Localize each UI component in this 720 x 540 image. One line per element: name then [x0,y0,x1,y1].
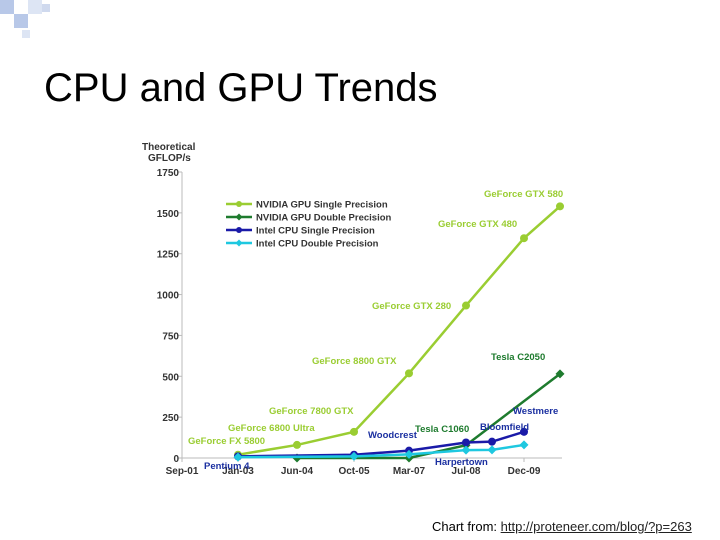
deco-square [0,0,14,14]
deco-square [42,4,50,12]
series-point [350,427,358,436]
y-axis-label: GFLOP/s [148,153,191,164]
series-point [404,449,414,459]
legend-swatch-marker [236,227,242,233]
data-annotation-label: GeForce 6800 Ultra [228,423,315,434]
data-annotation-label: GeForce GTX 280 [372,301,451,312]
series-point [556,202,564,211]
series-point [520,427,528,436]
series-point [520,234,528,243]
series-line [237,430,525,458]
data-annotation-label: GeForce GTX 580 [484,189,563,200]
x-tick-label: Sep-01 [166,466,199,477]
y-tick-label: 750 [162,331,179,342]
y-tick-label: 1250 [157,250,180,261]
series-point [519,440,529,450]
y-tick-label: 1500 [157,209,180,220]
data-annotation-label: Pentium 4 [204,461,250,472]
series-point [488,437,496,446]
data-annotation-label: Tesla C1060 [415,424,469,435]
series-point [462,301,470,310]
series-point [293,440,301,449]
source-link[interactable]: http://proteneer.com/blog/?p=263 [500,519,692,534]
source-credit: Chart from: http://proteneer.com/blog/?p… [432,519,692,534]
x-tick-label: Mar-07 [393,466,426,477]
series-point [555,369,565,379]
title-decoration-squares [0,0,50,38]
deco-square [28,0,42,14]
data-annotation-label: Tesla C2050 [491,352,545,363]
x-tick-label: Jan-03 [222,466,254,477]
x-tick-label: Jun-04 [281,466,314,477]
legend-label: Intel CPU Double Precision [256,239,379,250]
series-point [405,369,413,378]
slide-title: CPU and GPU Trends [44,66,438,110]
x-tick-label: Jul-08 [452,466,481,477]
x-tick-label: Oct-05 [338,466,370,477]
legend-swatch-marker [235,239,243,247]
legend-swatch-marker [235,213,243,221]
series-point [461,445,471,455]
legend-label: NVIDIA GPU Single Precision [256,200,388,211]
data-annotation-label: GeForce 8800 GTX [312,356,397,367]
series-point [233,452,243,462]
data-annotation-label: Bloomfield [480,422,529,433]
y-tick-label: 1000 [157,291,180,302]
y-tick-label: 1750 [157,168,180,179]
y-tick-label: 0 [173,454,179,465]
data-annotation-label: GeForce GTX 480 [438,219,517,230]
series-point [349,451,359,461]
data-annotation-label: Harpertown [435,457,488,468]
data-annotation-label: GeForce FX 5800 [188,436,265,447]
series-point [487,445,497,455]
data-annotation-label: GeForce 7800 GTX [269,406,354,417]
data-annotation-label: Woodcrest [368,430,418,441]
y-tick-label: 500 [162,372,179,383]
y-tick-label: 250 [162,413,179,424]
legend-swatch-marker [236,201,242,207]
deco-square [14,14,28,28]
data-annotation-label: Westmere [513,406,558,417]
series-point [462,438,470,447]
legend-label: Intel CPU Single Precision [256,226,375,237]
x-tick-label: Dec-09 [508,466,541,477]
source-prefix: Chart from: [432,519,498,534]
series-line [237,443,525,459]
chart: Theoretical GFLOP/s 0 250 500 750 1000 1250 1500… [130,130,580,485]
deco-square [22,30,30,38]
legend-label: NVIDIA GPU Double Precision [256,213,392,224]
y-axis-label: Theoretical [142,142,196,153]
